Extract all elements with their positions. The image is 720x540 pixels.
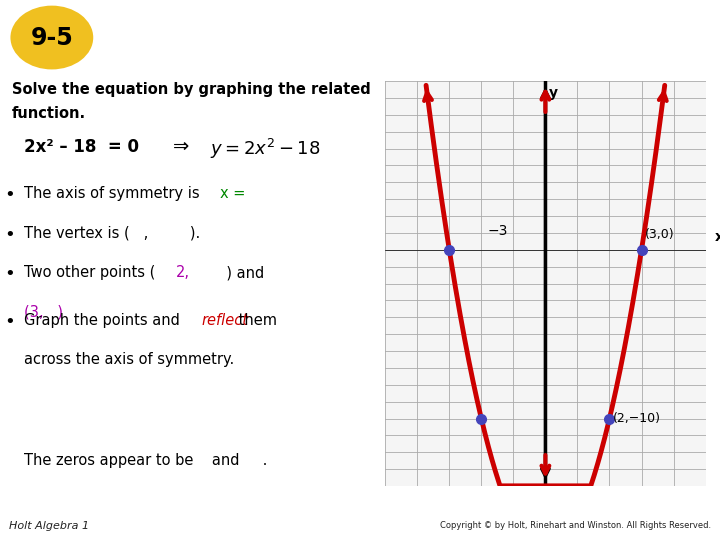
Text: Solve the equation by graphing the related: Solve the equation by graphing the relat… bbox=[12, 82, 371, 97]
Text: $\Rightarrow$: $\Rightarrow$ bbox=[169, 137, 191, 155]
Text: ) and: ) and bbox=[194, 265, 264, 280]
Text: y: y bbox=[549, 86, 558, 100]
Text: by Graphing: by Graphing bbox=[112, 44, 256, 64]
Text: 2x² – 18  = 0: 2x² – 18 = 0 bbox=[24, 138, 139, 157]
Text: •: • bbox=[4, 265, 15, 283]
Text: The axis of symmetry is: The axis of symmetry is bbox=[24, 186, 204, 201]
Text: The zeros appear to be    and     .: The zeros appear to be and . bbox=[24, 453, 268, 468]
Text: function.: function. bbox=[12, 106, 86, 120]
Text: •: • bbox=[4, 226, 15, 244]
Text: Holt Algebra 1: Holt Algebra 1 bbox=[9, 521, 89, 531]
Text: Graph the points and: Graph the points and bbox=[24, 313, 185, 328]
Text: (2,−10): (2,−10) bbox=[613, 412, 662, 425]
Text: them: them bbox=[234, 313, 277, 328]
Text: $y = 2x^2 - 18$: $y = 2x^2 - 18$ bbox=[210, 137, 320, 161]
Text: (3,0): (3,0) bbox=[644, 228, 675, 241]
Text: 2,: 2, bbox=[176, 265, 189, 280]
Text: Solving Quadratic Equations: Solving Quadratic Equations bbox=[112, 11, 445, 31]
Text: •: • bbox=[4, 186, 15, 205]
Text: reflect: reflect bbox=[202, 313, 248, 328]
Text: 9-5: 9-5 bbox=[30, 25, 73, 50]
Text: Two other points (: Two other points ( bbox=[24, 265, 156, 280]
Text: x =: x = bbox=[220, 186, 245, 201]
Ellipse shape bbox=[10, 5, 94, 70]
Text: −3: −3 bbox=[487, 224, 508, 238]
Text: across the axis of symmetry.: across the axis of symmetry. bbox=[24, 353, 235, 367]
Text: x: x bbox=[715, 230, 720, 244]
Text: (3,   ): (3, ) bbox=[24, 305, 63, 320]
Text: •: • bbox=[4, 313, 15, 331]
Text: The vertex is (   ,         ).: The vertex is ( , ). bbox=[24, 226, 200, 241]
Text: Copyright © by Holt, Rinehart and Winston. All Rights Reserved.: Copyright © by Holt, Rinehart and Winsto… bbox=[440, 522, 711, 530]
